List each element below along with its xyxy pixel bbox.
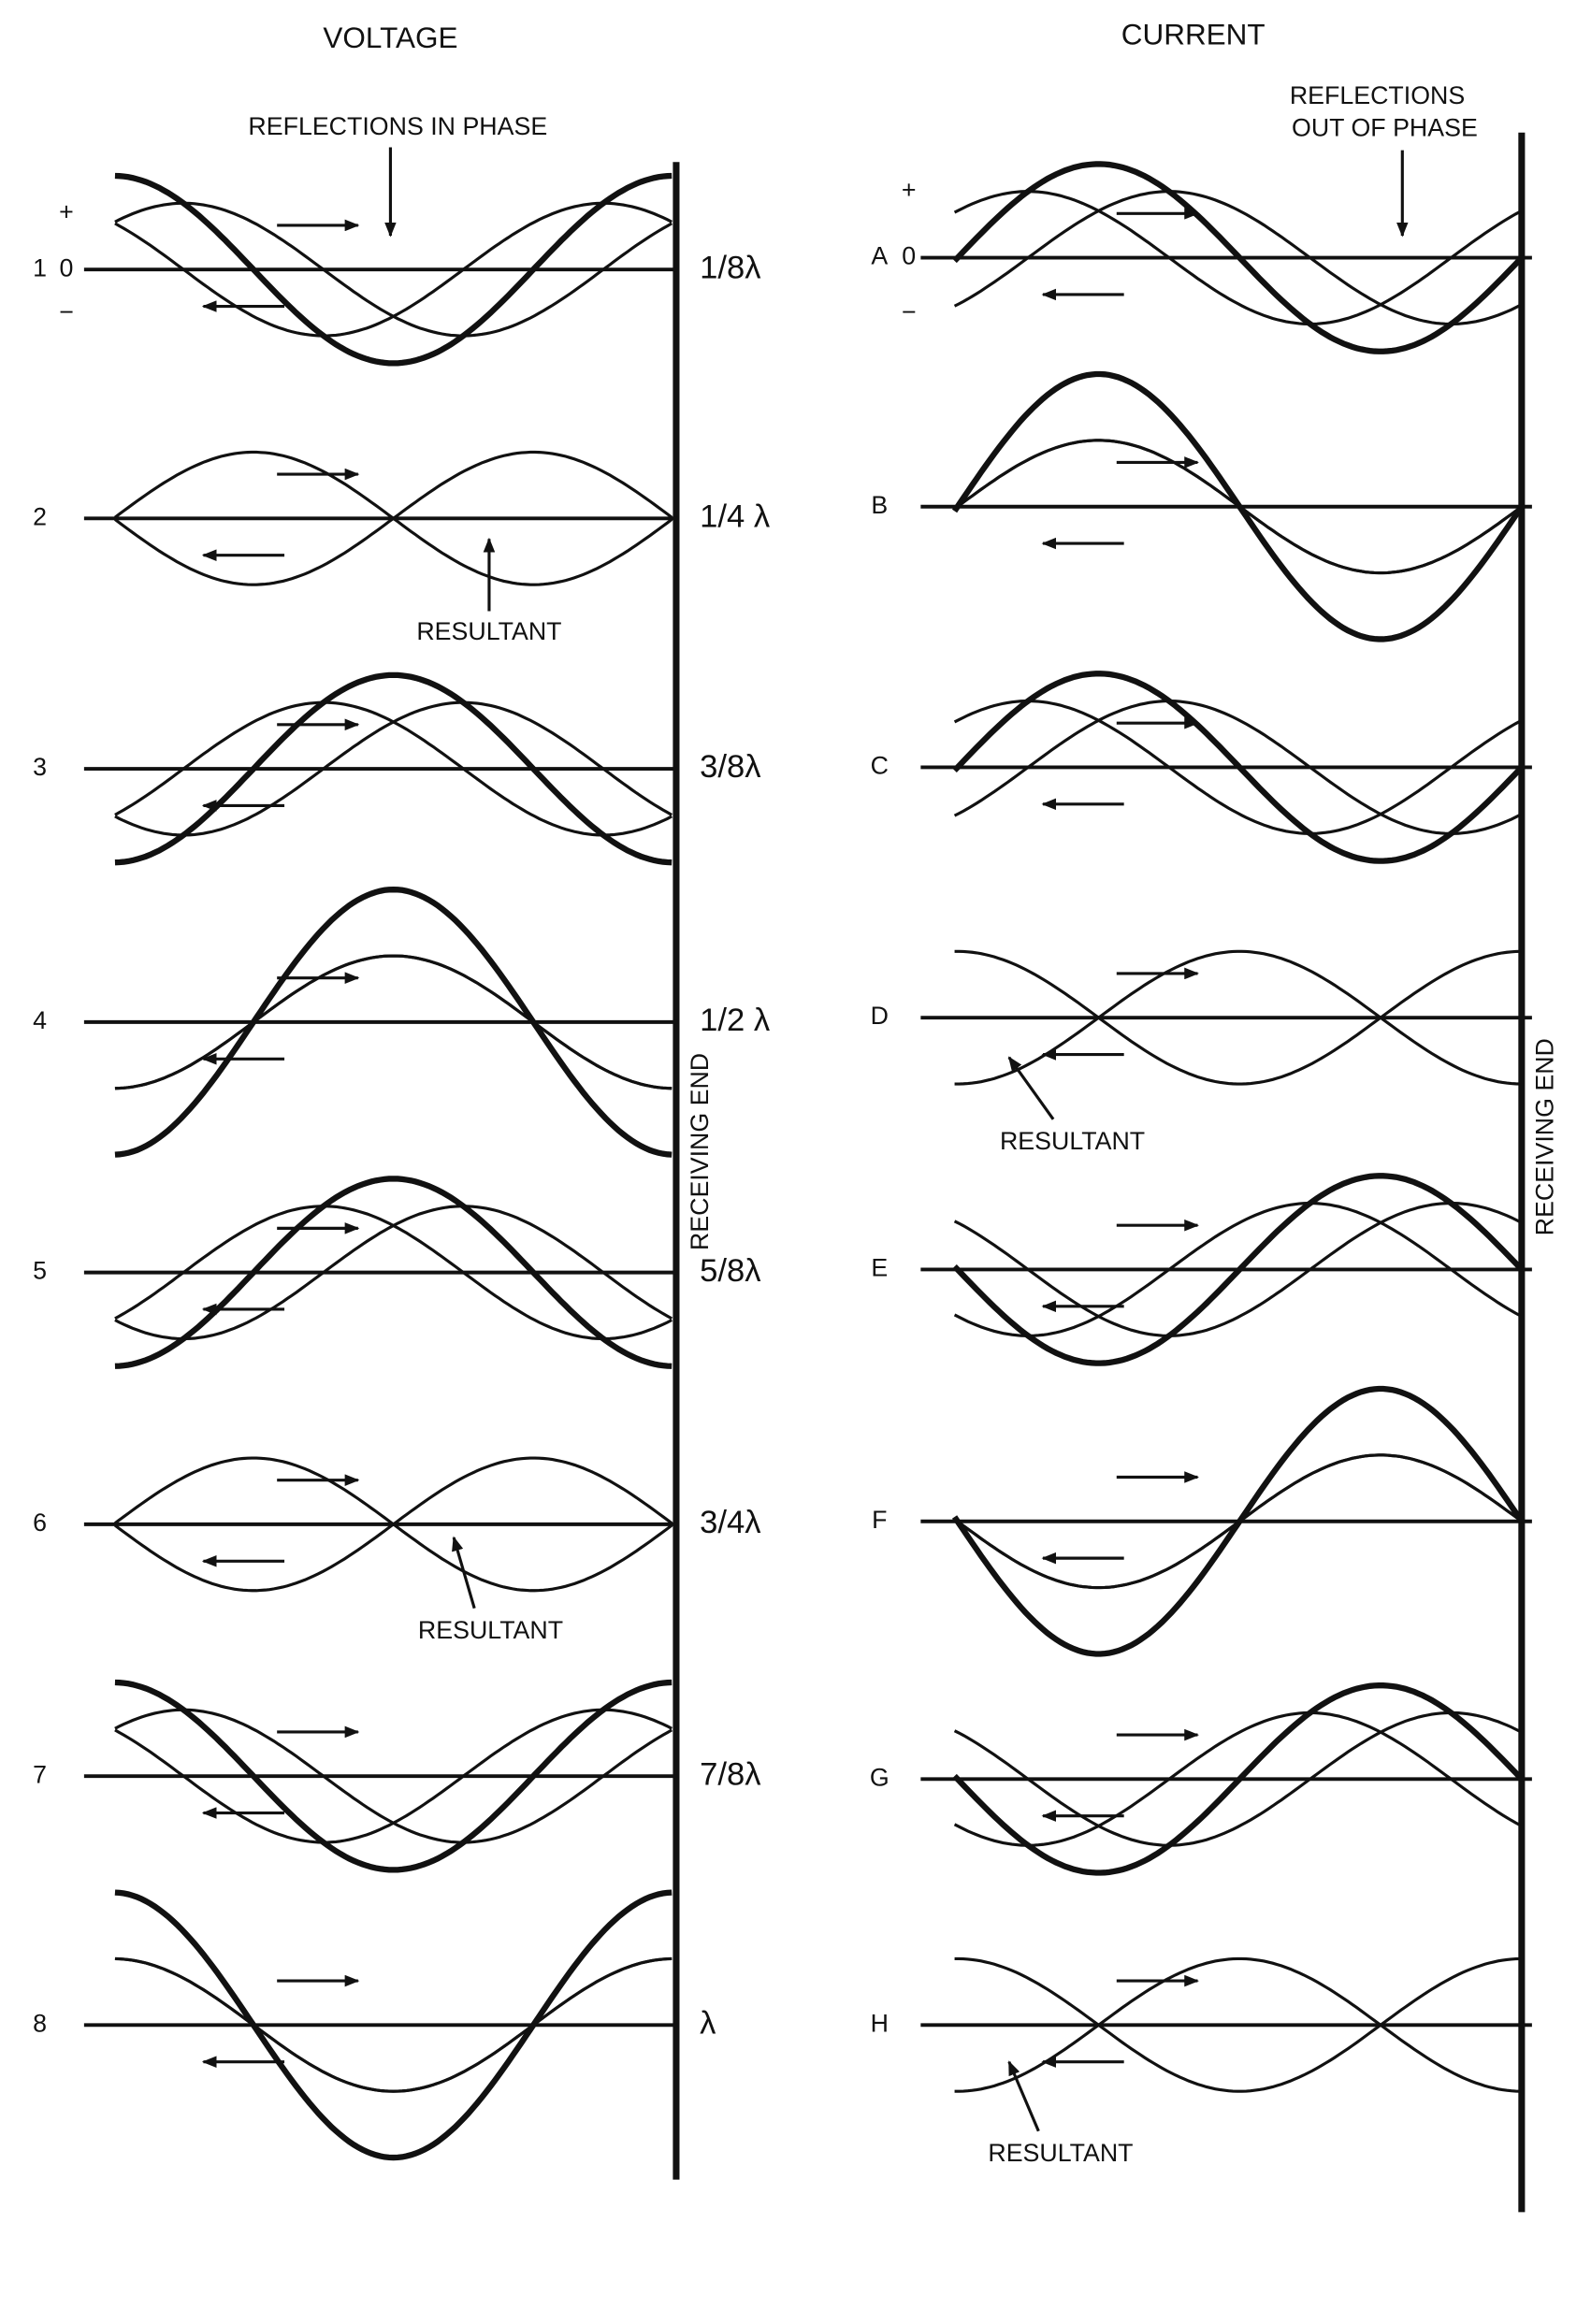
distance-label: λ	[700, 2005, 716, 2041]
row-label: G	[870, 1763, 890, 1791]
sign: 0	[902, 242, 916, 270]
wave	[954, 949, 1521, 1086]
voltage-title: VOLTAGE	[323, 21, 457, 54]
row-label: 2	[33, 502, 47, 530]
distance-label: 7/8λ	[700, 1756, 761, 1792]
distance-label: 1/4 λ	[700, 498, 771, 534]
wave	[114, 1708, 673, 1844]
distance-label: 1/2 λ	[700, 1003, 771, 1038]
distance-label: 3/8λ	[700, 749, 761, 785]
row-label: D	[871, 1002, 889, 1030]
row-label: C	[871, 752, 889, 780]
annotation: REFLECTIONS IN PHASE	[248, 112, 547, 140]
sign: −	[902, 298, 917, 326]
row-label: 1	[33, 253, 47, 281]
wave	[114, 700, 673, 837]
annotation: REFLECTIONS	[1290, 81, 1465, 109]
row-label: A	[871, 242, 888, 270]
distance-label: 5/8λ	[700, 1253, 761, 1289]
resultant-wave	[952, 1682, 1523, 1876]
wave	[114, 1205, 673, 1341]
current-title: CURRENT	[1121, 18, 1266, 51]
resultant-wave	[114, 887, 673, 1158]
resultant-wave	[952, 161, 1523, 354]
row-label: H	[871, 2009, 889, 2037]
waves	[113, 161, 1523, 2161]
row-label: 7	[33, 1760, 47, 1788]
sign: +	[902, 176, 917, 204]
resultant-wave	[114, 1679, 673, 1873]
wave	[114, 1956, 673, 2093]
row-label: 3	[33, 753, 47, 781]
distance-label: 3/4λ	[700, 1505, 761, 1540]
annotation: OUT OF PHASE	[1292, 114, 1478, 142]
resultant-label: RESULTANT	[1000, 1127, 1145, 1155]
row-label: 8	[33, 2009, 47, 2037]
wave	[953, 700, 1522, 835]
resultant-wave	[952, 671, 1523, 864]
resultant-wave	[951, 1385, 1523, 1657]
resultant-label: RESULTANT	[418, 1616, 563, 1644]
sign: −	[59, 298, 74, 326]
row-label: 5	[33, 1257, 47, 1285]
resultant-label: RESULTANT	[988, 2139, 1133, 2167]
wave	[953, 1202, 1521, 1337]
wave	[953, 1711, 1521, 1847]
arrow	[1007, 2060, 1040, 2132]
row-label: 6	[33, 1508, 47, 1537]
wave	[114, 201, 673, 338]
sign: +	[59, 197, 74, 225]
wave	[953, 1202, 1522, 1337]
row-label: 4	[33, 1006, 47, 1034]
resultant-label: RESULTANT	[416, 617, 561, 645]
resultant-wave	[114, 671, 673, 866]
row-label: F	[872, 1506, 887, 1534]
wave	[954, 1956, 1521, 2093]
wave	[953, 700, 1521, 835]
receiving-end-label: RECEIVING END	[686, 1053, 714, 1250]
resultant-wave	[952, 1173, 1523, 1366]
receiving-end-label: RECEIVING END	[1531, 1038, 1559, 1235]
sign: 0	[60, 253, 74, 281]
arrow	[1007, 1056, 1055, 1120]
row-label: E	[871, 1254, 888, 1282]
wave	[953, 1711, 1522, 1847]
distance-label: 1/8λ	[700, 250, 761, 285]
wave	[953, 190, 1522, 326]
resultant-wave	[114, 1176, 673, 1369]
resultant-wave	[114, 1889, 673, 2161]
wave	[953, 190, 1521, 326]
resultant-wave	[951, 370, 1523, 642]
row-label: B	[871, 491, 888, 519]
resultant-wave	[114, 172, 673, 367]
